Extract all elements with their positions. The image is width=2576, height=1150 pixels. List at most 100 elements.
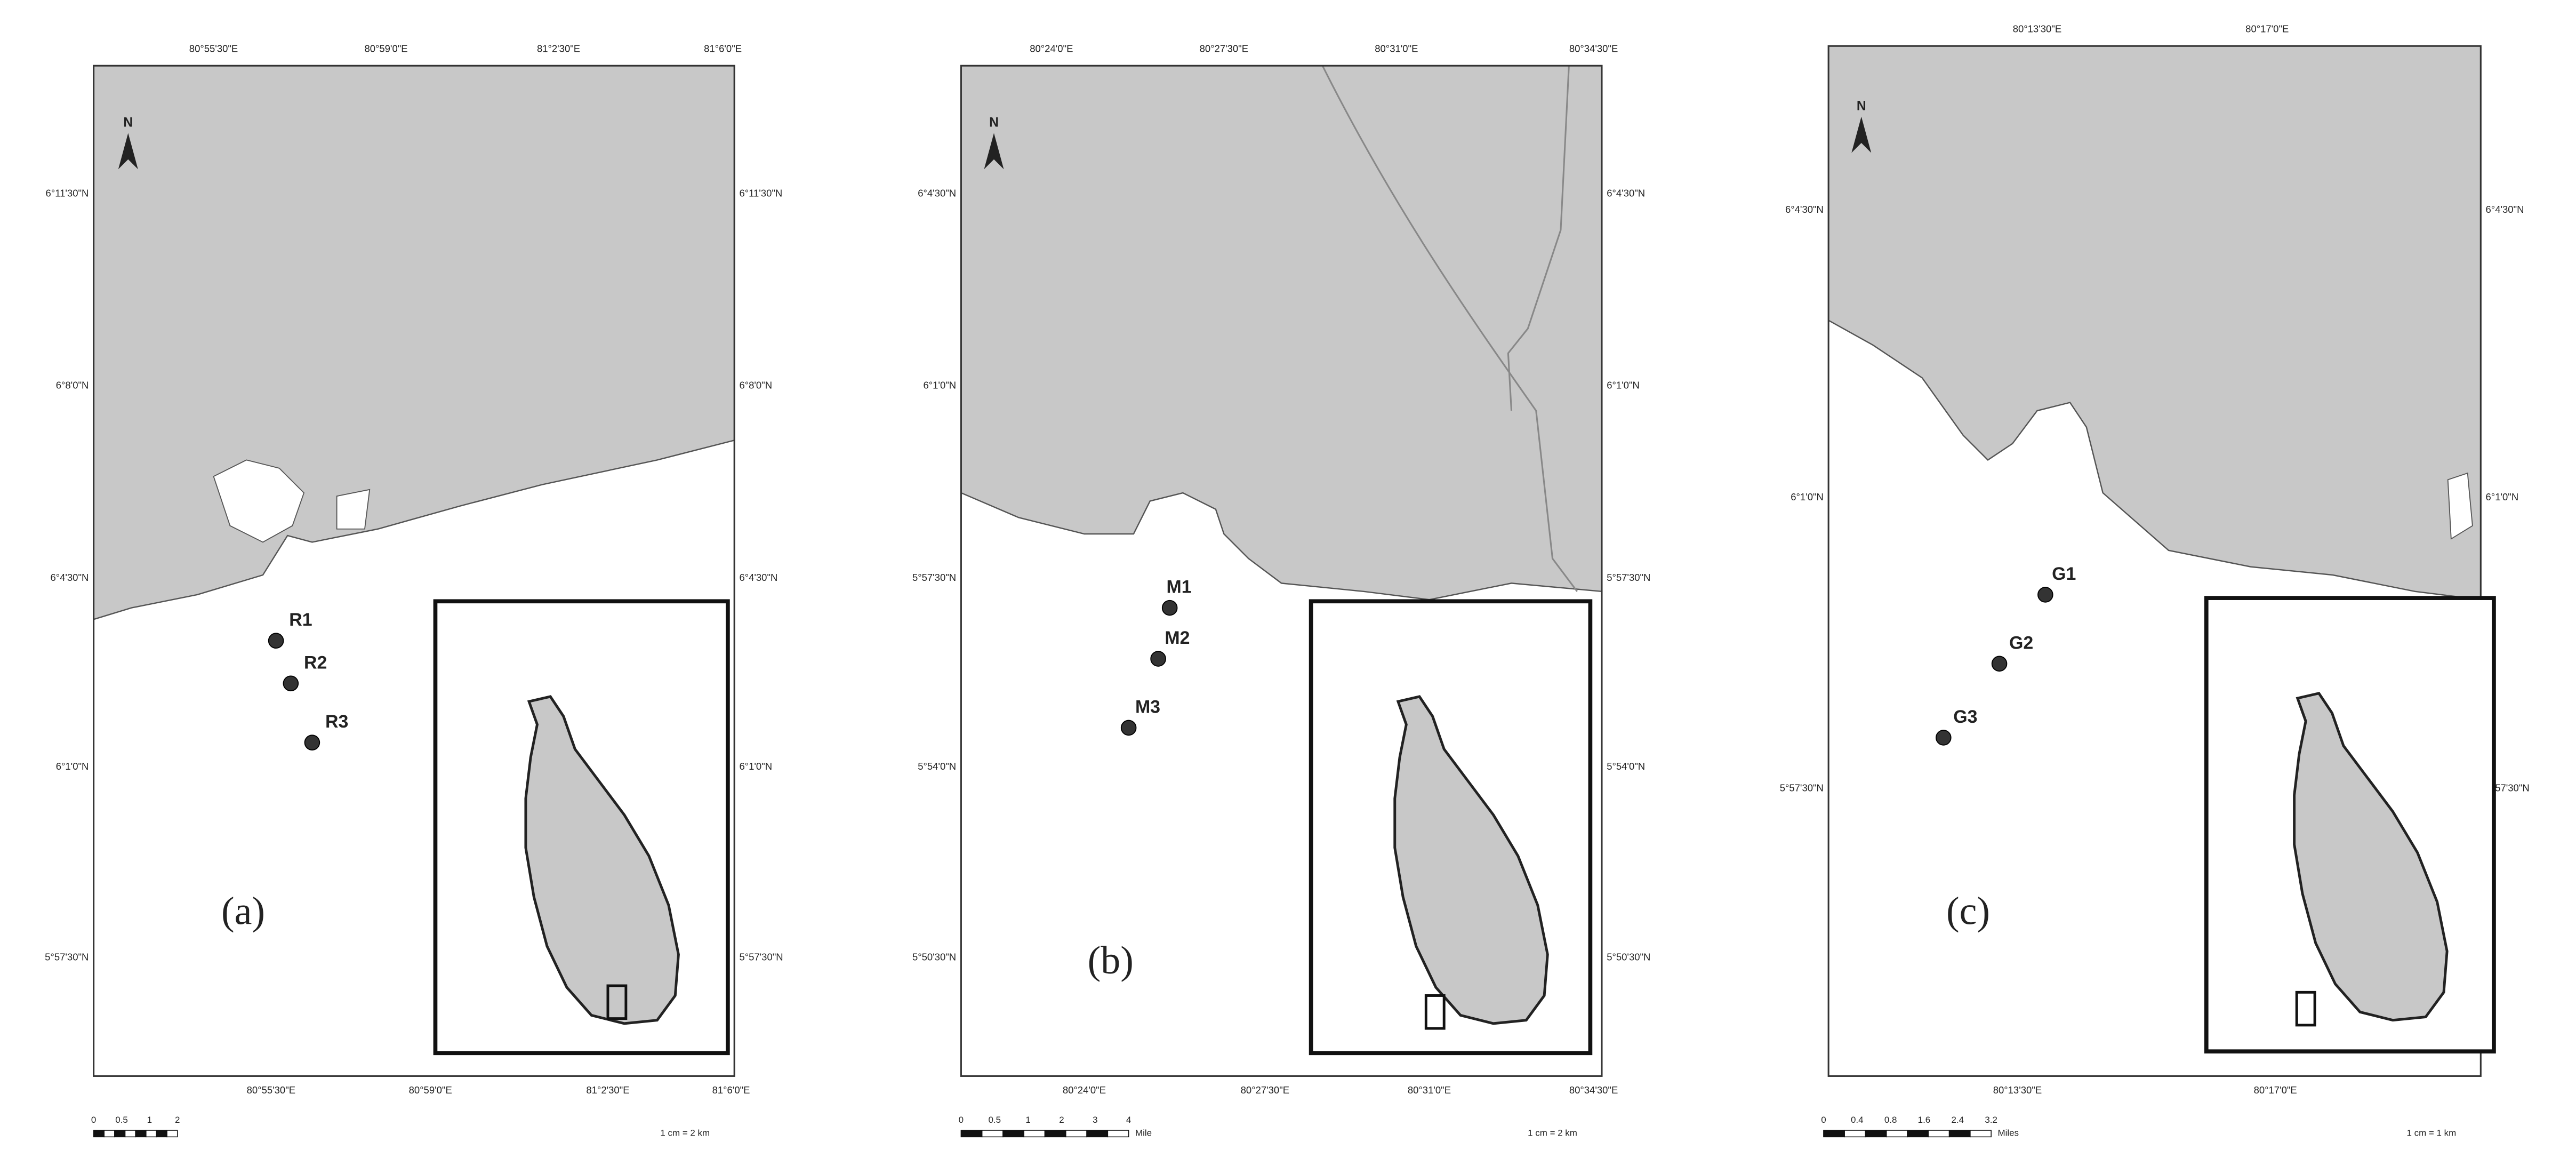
scale-number: 4 [1126, 1115, 1131, 1125]
left-tick-label: 6°8'0"N [56, 380, 89, 391]
station-label: G3 [1953, 707, 1977, 727]
map-figure: 80°55'30"E 80°59'0"E 81°2'30"E 81°6'0"E 80°5… [0, 0, 2576, 1150]
scale-number: 3 [1093, 1115, 1097, 1125]
scale-bar-segment [156, 1130, 167, 1137]
scale-bar-segment [1824, 1130, 1844, 1137]
sampling-station [1936, 730, 1951, 745]
top-tick-label: 80°31'0"E [1375, 43, 1418, 54]
scale-bar-segment [1865, 1130, 1886, 1137]
sampling-station [2038, 587, 2053, 602]
left-tick-label: 5°57'30"N [45, 952, 89, 963]
scale-number: 1 [147, 1115, 152, 1125]
bottom-tick-label: 80°13'30"E [1993, 1084, 2042, 1096]
left-tick-label: 6°11'30"N [46, 187, 89, 198]
station-label: R1 [289, 610, 312, 630]
land [961, 66, 1602, 600]
right-tick-label: 6°1'0"N [1607, 380, 1640, 391]
right-tick-label: 5°57'30"N [739, 952, 783, 963]
scale-bar-segment [1024, 1130, 1045, 1137]
scale-number: 0.5 [115, 1115, 128, 1125]
station-label: M2 [1165, 628, 1190, 648]
top-tick-label: 80°17'0"E [2245, 23, 2289, 34]
right-tick-label: 5°50'30"N [1607, 952, 1650, 963]
sampling-station [1992, 656, 2007, 671]
sampling-station [1151, 651, 1166, 666]
scale-number: 1.6 [1918, 1115, 1931, 1125]
top-tick-label: 81°2'30"E [537, 43, 580, 54]
scale-bar-segment [1907, 1130, 1928, 1137]
left-tick-label: 5°57'30"N [912, 572, 956, 583]
bottom-tick-label: 80°24'0"E [1063, 1084, 1106, 1096]
left-tick-label: 6°4'30"N [50, 572, 89, 583]
right-tick-label: 6°11'30"N [739, 187, 782, 198]
scale-bar-segment [1045, 1130, 1066, 1137]
bottom-tick-label: 80°31'0"E [1408, 1084, 1451, 1096]
scale-bar-segment [1108, 1130, 1128, 1137]
bottom-tick-label: 80°17'0"E [2254, 1084, 2297, 1096]
top-tick-label: 80°13'30"E [2013, 23, 2061, 34]
sampling-station [283, 676, 298, 691]
right-tick-label: 6°8'0"N [739, 380, 772, 391]
top-tick-label: 80°59'0"E [364, 43, 407, 54]
top-tick-label: 81°6'0"E [704, 43, 742, 54]
scale-number: 2 [175, 1115, 180, 1125]
scale-note: 1 cm = 2 km [1528, 1128, 1577, 1138]
scale-number: 1 [1025, 1115, 1030, 1125]
scale-number: 0 [959, 1115, 964, 1125]
scale-number: 2.4 [1952, 1115, 1964, 1125]
station-label: G2 [2009, 633, 2033, 653]
top-tick-label: 80°34'30"E [1569, 43, 1618, 54]
scale-bar-segment [94, 1130, 105, 1137]
scale-number: 2 [1059, 1115, 1064, 1125]
panel-label: (a) [221, 889, 265, 933]
scale-bar-segment [1844, 1130, 1865, 1137]
left-tick-label: 6°1'0"N [924, 380, 957, 391]
scale-bar-segment [104, 1130, 115, 1137]
scale-number: 0.8 [1884, 1115, 1897, 1125]
scale-unit: Mile [1135, 1128, 1152, 1138]
right-tick-label: 6°1'0"N [739, 761, 772, 772]
sampling-station [305, 735, 320, 750]
top-tick-label: 80°24'0"E [1030, 43, 1073, 54]
scale-bar-segment [1066, 1130, 1087, 1137]
scale-note: 1 cm = 1 km [2407, 1128, 2457, 1138]
right-tick-label: 5°57'30"N [1607, 572, 1650, 583]
bottom-tick-label: 80°27'30"E [1241, 1084, 1289, 1096]
station-label: G1 [2052, 564, 2076, 584]
scale-number: 0 [1821, 1115, 1826, 1125]
bottom-tick-label: 81°2'30"E [586, 1084, 629, 1096]
scale-bar-segment [1087, 1130, 1108, 1137]
left-tick-label: 5°54'0"N [918, 761, 956, 772]
bottom-tick-label: 81°6'0"E [712, 1084, 750, 1096]
top-tick-label: 80°55'30"E [189, 43, 238, 54]
north-label: N [123, 116, 133, 130]
scale-bar-segment [1928, 1130, 1949, 1137]
left-tick-label: 5°50'30"N [912, 952, 956, 963]
top-tick-label: 80°27'30"E [1200, 43, 1248, 54]
scale-number: 0.4 [1851, 1115, 1864, 1125]
scale-bar-segment [135, 1130, 146, 1137]
scale-bar-segment [115, 1130, 125, 1137]
left-tick-label: 6°1'0"N [56, 761, 89, 772]
scale-bar-segment [1970, 1130, 1991, 1137]
scale-bar-segment [1949, 1130, 1970, 1137]
scale-unit: Miles [1997, 1128, 2019, 1138]
panel-label: (b) [1088, 938, 1134, 982]
panel-label: (c) [1946, 889, 1990, 933]
sampling-station [1121, 721, 1136, 736]
scale-note: 1 cm = 2 km [660, 1128, 710, 1138]
scale-number: 0.5 [988, 1115, 1001, 1125]
scale-bar-segment [961, 1130, 982, 1137]
sampling-station [269, 633, 284, 648]
right-tick-label: 6°4'30"N [2486, 204, 2524, 215]
left-tick-label: 6°1'0"N [1791, 491, 1824, 502]
station-label: M1 [1167, 577, 1192, 597]
right-tick-label: 6°1'0"N [2486, 491, 2519, 502]
scale-bar-segment [1887, 1130, 1907, 1137]
bottom-tick-label: 80°59'0"E [409, 1084, 452, 1096]
scale-bar-segment [1003, 1130, 1024, 1137]
sampling-station [1162, 601, 1177, 616]
bottom-tick-label: 80°34'30"E [1569, 1084, 1618, 1096]
north-label: N [989, 116, 999, 130]
scale-number: 3.2 [1985, 1115, 1997, 1125]
